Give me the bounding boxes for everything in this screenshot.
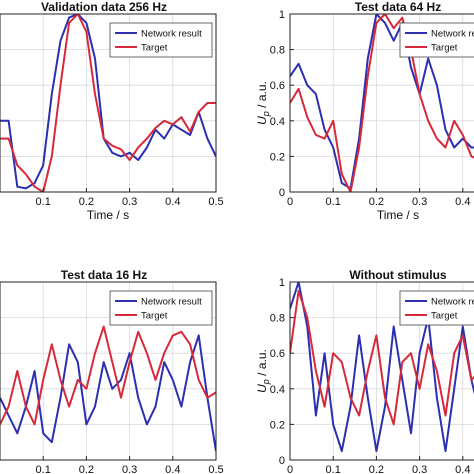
legend-label: Network result: [141, 297, 202, 308]
x-tick-label: 0.5: [208, 196, 223, 208]
y-tick-label: 0: [279, 187, 285, 199]
y-tick-label: 1: [279, 9, 285, 21]
legend-label: Network result: [141, 29, 202, 40]
series-line-network-result: [0, 14, 216, 190]
x-tick-label: 0.4: [455, 196, 470, 208]
legend: Network result Target: [109, 290, 213, 326]
chart-title: Without stimulus: [349, 268, 447, 282]
x-tick-label: 0.5: [208, 464, 223, 474]
legend-label: Network result: [431, 297, 474, 308]
x-tick-label: 0.2: [79, 196, 94, 208]
legend-box: [109, 290, 213, 326]
legend-label: Target: [141, 311, 168, 322]
y-tick-label: 0.6: [270, 348, 285, 360]
legend-label: Target: [431, 311, 458, 322]
x-tick-label: 0: [287, 196, 293, 208]
axes-frame: [0, 13, 217, 193]
y-axis-label: Up / a.u.: [255, 81, 271, 125]
y-tick-label: 1: [279, 277, 285, 289]
x-tick-label: 0.2: [369, 464, 384, 474]
y-axis-label: Up / a.u.: [255, 349, 271, 393]
series-line-network-result: [0, 334, 216, 452]
legend-box: [399, 22, 474, 58]
legend-box: [399, 290, 474, 326]
x-tick-label: 0.3: [412, 464, 427, 474]
series-line-target: [290, 14, 474, 192]
x-tick-label: 0.3: [122, 464, 137, 474]
x-tick-label: 0: [287, 464, 293, 474]
legend: Network result Target: [399, 22, 474, 58]
x-tick-label: 0.4: [455, 464, 470, 474]
axes-frame: [289, 281, 474, 461]
chart-title: Test data 16 Hz: [61, 268, 147, 282]
x-tick-label: 0.1: [36, 196, 51, 208]
y-tick-label: 0.2: [270, 419, 285, 431]
series-line-target: [0, 14, 216, 192]
legend-label: Network result: [431, 29, 474, 40]
chart-title: Validation data 256 Hz: [41, 0, 167, 14]
y-tick-label: 0: [279, 455, 285, 467]
x-tick-label: 0.2: [79, 464, 94, 474]
axes-frame: [289, 13, 474, 193]
legend: Network result Target: [109, 22, 213, 58]
x-tick-label: 0.1: [326, 196, 341, 208]
x-tick-label: 0.2: [369, 196, 384, 208]
chart-panel-1: 0.1 0.2 0.3 0.4 0.5 Validation data 256 Hz Tim…: [0, 0, 224, 222]
x-tick-label: 0.1: [326, 464, 341, 474]
chart-panel-4: 0 0.1 0.2 0.3 0.4 0 0.2 0.4 0.6 0.8 1 Without stimu…: [255, 268, 474, 474]
legend-label: Target: [141, 43, 168, 54]
x-axis-label: Time / s: [377, 208, 419, 222]
x-tick-label: 0.3: [412, 196, 427, 208]
x-axis-label: Time / s: [87, 208, 129, 222]
y-tick-label: 0.8: [270, 313, 285, 325]
y-tick-label: 0.4: [270, 116, 285, 128]
legend-label: Target: [431, 43, 458, 54]
x-tick-label: 0.4: [165, 464, 180, 474]
chart-panel-2: 0 0.1 0.2 0.3 0.4 0 0.2 0.4 0.6 0.8 1 Test data 64 …: [255, 0, 474, 222]
chart-title: Test data 64 Hz: [355, 0, 441, 14]
legend-box: [109, 22, 213, 58]
x-tick-label: 0.4: [165, 196, 180, 208]
series-line-target: [290, 289, 474, 426]
y-tick-label: 0.2: [270, 151, 285, 163]
axes-frame: [0, 281, 217, 461]
x-tick-label: 0.3: [122, 196, 137, 208]
series-line-target: [0, 325, 216, 426]
y-tick-label: 0.8: [270, 45, 285, 57]
series-line-network-result: [290, 14, 474, 190]
y-tick-label: 0.4: [270, 384, 285, 396]
y-tick-label: 0.6: [270, 80, 285, 92]
x-tick-label: 0.1: [36, 464, 51, 474]
legend: Network result Target: [399, 290, 474, 326]
